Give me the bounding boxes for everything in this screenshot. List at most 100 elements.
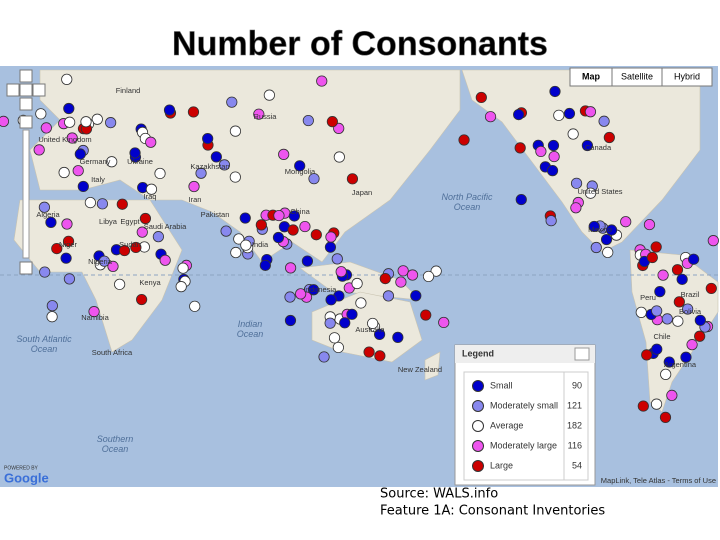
pan-center[interactable] xyxy=(19,83,33,97)
language-point xyxy=(659,411,672,423)
zoom-out[interactable] xyxy=(19,261,33,275)
language-point xyxy=(680,351,692,363)
legend-marker xyxy=(472,400,484,412)
language-point xyxy=(379,273,391,285)
pan-zoom-control[interactable] xyxy=(6,69,46,275)
place-label: Finland xyxy=(116,86,141,95)
language-point xyxy=(229,171,241,183)
language-point xyxy=(175,281,187,293)
language-point xyxy=(202,132,214,145)
language-point xyxy=(694,314,706,326)
map-type-button[interactable] xyxy=(661,67,713,87)
language-point xyxy=(66,132,78,144)
language-point xyxy=(686,339,698,351)
place-label: Chile xyxy=(653,332,670,341)
language-point xyxy=(308,173,320,185)
language-point xyxy=(145,183,158,195)
pan-right[interactable] xyxy=(32,83,46,97)
map-type-label[interactable]: Map xyxy=(582,71,601,81)
language-point xyxy=(88,306,100,318)
language-point xyxy=(598,115,610,127)
language-point xyxy=(331,253,343,265)
place-label: Mongolia xyxy=(285,167,316,176)
place-label: Niger xyxy=(59,240,77,249)
language-point xyxy=(325,231,337,243)
language-point xyxy=(545,215,557,227)
place-label: Egypt xyxy=(120,217,140,226)
language-point xyxy=(392,331,404,343)
zoom-in[interactable] xyxy=(19,115,33,129)
language-point xyxy=(316,75,328,87)
language-point xyxy=(484,111,497,123)
language-point xyxy=(154,167,166,180)
language-point xyxy=(650,398,663,410)
language-point xyxy=(646,251,658,264)
language-point xyxy=(620,216,632,228)
language-point xyxy=(230,246,242,259)
legend-count: 54 xyxy=(572,460,582,470)
language-point xyxy=(220,225,232,237)
place-label: Ukraine xyxy=(127,157,153,166)
language-point xyxy=(514,142,526,154)
language-point xyxy=(84,196,96,209)
attribution: MapLink, Tele Atlas - Terms of Use xyxy=(601,476,716,485)
language-point xyxy=(650,241,662,253)
language-point xyxy=(295,288,307,300)
language-point xyxy=(324,317,336,329)
place-label: New Zealand xyxy=(398,365,442,374)
language-point xyxy=(299,220,311,233)
language-point xyxy=(45,216,57,228)
language-point xyxy=(226,96,238,108)
place-label: Pakistan xyxy=(201,210,230,219)
language-point xyxy=(333,151,345,163)
language-point xyxy=(294,160,306,172)
place-label: Namibia xyxy=(81,313,109,322)
language-point xyxy=(395,276,407,288)
place-label: Germany xyxy=(80,157,111,166)
language-point xyxy=(145,136,157,148)
pan-down[interactable] xyxy=(19,97,33,111)
zoom-slider[interactable] xyxy=(22,129,30,259)
legend-title: Legend xyxy=(462,348,494,358)
language-point xyxy=(152,231,164,243)
place-label: Russia xyxy=(254,112,278,121)
language-point xyxy=(40,122,52,134)
language-point xyxy=(96,198,109,210)
language-point xyxy=(60,252,72,264)
language-point xyxy=(0,115,10,127)
language-point xyxy=(302,114,314,127)
language-point xyxy=(567,128,579,140)
language-point xyxy=(98,255,110,267)
legend-close[interactable] xyxy=(574,347,590,361)
language-point xyxy=(310,229,322,241)
language-point xyxy=(218,159,231,171)
language-points xyxy=(0,73,719,423)
pan-left[interactable] xyxy=(6,83,20,97)
language-point xyxy=(307,284,320,296)
language-point xyxy=(420,309,432,321)
map-type-label[interactable]: Satellite xyxy=(621,71,653,81)
legend-label: Average xyxy=(490,420,523,430)
language-point xyxy=(195,167,207,179)
place-label: Canada xyxy=(585,143,612,152)
legend-marker xyxy=(472,440,484,452)
place-label: United Kingdom xyxy=(38,135,91,144)
language-point xyxy=(72,165,84,177)
language-point xyxy=(475,91,487,104)
language-point xyxy=(671,264,684,276)
place-label: Australia xyxy=(355,325,385,334)
legend-label: Large xyxy=(490,460,513,470)
language-point xyxy=(229,125,242,137)
map-type-label[interactable]: Hybrid xyxy=(674,71,700,81)
language-point xyxy=(705,282,717,295)
language-point xyxy=(301,255,314,267)
place-label: Sudan xyxy=(119,240,141,249)
language-point xyxy=(590,241,602,254)
place-label: Iran xyxy=(189,195,202,204)
language-point xyxy=(694,330,706,342)
language-point xyxy=(114,278,126,290)
language-point xyxy=(239,212,251,224)
language-point xyxy=(278,148,290,160)
pan-up[interactable] xyxy=(19,69,33,83)
